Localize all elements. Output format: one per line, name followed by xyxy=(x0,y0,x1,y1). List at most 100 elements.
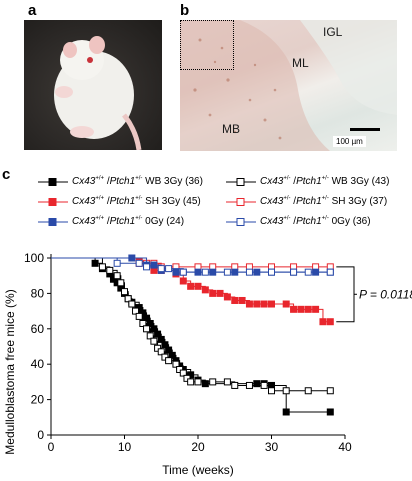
chart-annotation: P = 0.0118 xyxy=(336,266,412,323)
data-point xyxy=(260,381,268,389)
data-point xyxy=(109,275,117,283)
data-point xyxy=(128,300,136,308)
y-tick-label: 0 xyxy=(37,428,44,442)
series-6 xyxy=(51,257,334,276)
data-point xyxy=(231,296,239,304)
data-point xyxy=(113,259,121,267)
series-line xyxy=(51,257,331,273)
data-point xyxy=(245,300,253,308)
legend-label: Cx43+/- /Ptch1+/- WB 3Gy (43) xyxy=(260,176,390,188)
panel-c-letter: c xyxy=(2,166,11,183)
chart-series xyxy=(51,254,334,416)
data-point xyxy=(304,305,312,313)
data-point xyxy=(132,307,140,315)
data-point xyxy=(165,265,173,273)
data-point xyxy=(312,305,320,313)
y-tick-label: 20 xyxy=(31,393,45,407)
igl-label: IGL xyxy=(323,25,343,39)
data-point xyxy=(209,289,217,297)
data-point xyxy=(290,305,298,313)
data-point xyxy=(161,341,169,349)
data-point xyxy=(150,261,158,269)
mb-label: MB xyxy=(222,122,240,136)
scale-bar xyxy=(350,128,380,131)
legend-swatch xyxy=(226,197,256,206)
legend-swatch xyxy=(226,177,256,186)
data-point xyxy=(135,259,143,267)
y-tick-label: 80 xyxy=(31,286,45,300)
legend-label: Cx43+/- /Ptch1+/- 0Gy (36) xyxy=(260,216,371,228)
data-point xyxy=(172,268,180,276)
data-point xyxy=(150,325,158,333)
legend-item: Cx43+/+ /Ptch1+/- SH 3Gy (45) xyxy=(38,196,201,207)
data-point xyxy=(183,374,191,382)
data-point xyxy=(268,268,275,276)
data-point xyxy=(121,288,128,296)
data-point xyxy=(245,268,253,276)
data-point xyxy=(143,314,151,322)
legend-swatch xyxy=(226,217,256,226)
histology-image: IGL ML MB 100 µm xyxy=(180,20,397,151)
data-point xyxy=(106,266,114,274)
data-point xyxy=(297,305,305,313)
data-point xyxy=(223,268,231,276)
legend-swatch xyxy=(38,217,68,226)
data-point xyxy=(290,268,298,276)
data-point xyxy=(253,300,261,308)
mouse-photo xyxy=(24,20,162,150)
data-point xyxy=(91,259,99,267)
data-point xyxy=(282,387,290,395)
x-tick-label: 30 xyxy=(265,440,279,454)
data-point xyxy=(187,371,195,379)
data-point xyxy=(179,277,187,285)
legend-item: Cx43+/+ /Ptch1+/- WB 3Gy (36) xyxy=(38,176,203,187)
data-point xyxy=(209,378,217,386)
data-point xyxy=(201,268,209,276)
legend-label: Cx43+/+ /Ptch1+/- WB 3Gy (36) xyxy=(72,176,203,188)
data-point xyxy=(187,378,195,386)
data-point xyxy=(135,304,143,312)
data-point xyxy=(268,300,275,308)
data-point xyxy=(172,360,180,368)
data-point xyxy=(268,387,275,395)
mouse-illustration xyxy=(54,36,142,150)
legend-item: Cx43+/- /Ptch1+/- SH 3Gy (37) xyxy=(226,196,387,207)
data-point xyxy=(179,268,187,276)
data-point xyxy=(150,337,158,345)
panel-b-letter: b xyxy=(180,2,190,19)
data-point xyxy=(194,378,202,386)
x-axis-label: Time (weeks) xyxy=(162,463,234,477)
data-point xyxy=(326,268,334,276)
data-point xyxy=(326,408,334,416)
data-point xyxy=(253,380,261,388)
data-point xyxy=(223,293,231,301)
x-tick-label: 0 xyxy=(48,440,55,454)
data-point xyxy=(179,369,187,377)
data-point xyxy=(187,282,195,290)
data-point xyxy=(139,319,147,327)
data-point xyxy=(326,318,334,326)
data-point xyxy=(216,289,224,297)
histology-texture xyxy=(180,20,397,151)
series-1 xyxy=(51,257,334,416)
data-point xyxy=(238,296,246,304)
data-point xyxy=(154,330,162,338)
legend-item: Cx43+/+ /Ptch1+/- 0Gy (24) xyxy=(38,216,184,227)
legend-item: Cx43+/- /Ptch1+/- 0Gy (36) xyxy=(226,216,371,227)
panel-a-letter: a xyxy=(28,2,37,19)
data-point xyxy=(157,335,165,343)
data-point xyxy=(113,272,121,280)
data-point xyxy=(139,309,147,317)
y-axis-label: Medulloblastoma free mice (%) xyxy=(3,289,17,454)
legend-label: Cx43+/+ /Ptch1+/- 0Gy (24) xyxy=(72,216,185,228)
series-2 xyxy=(51,257,334,395)
data-point xyxy=(165,357,173,365)
legend-swatch xyxy=(38,197,68,206)
p-value-annotation: P = 0.0118 xyxy=(359,287,412,301)
legend-item: Cx43+/- /Ptch1+/- WB 3Gy (43) xyxy=(226,176,389,187)
data-point xyxy=(282,408,290,416)
data-point xyxy=(135,312,143,320)
legend-label: Cx43+/- /Ptch1+/- SH 3Gy (37) xyxy=(260,196,388,208)
y-tick-label: 100 xyxy=(24,251,44,265)
x-tick-label: 20 xyxy=(191,440,205,454)
